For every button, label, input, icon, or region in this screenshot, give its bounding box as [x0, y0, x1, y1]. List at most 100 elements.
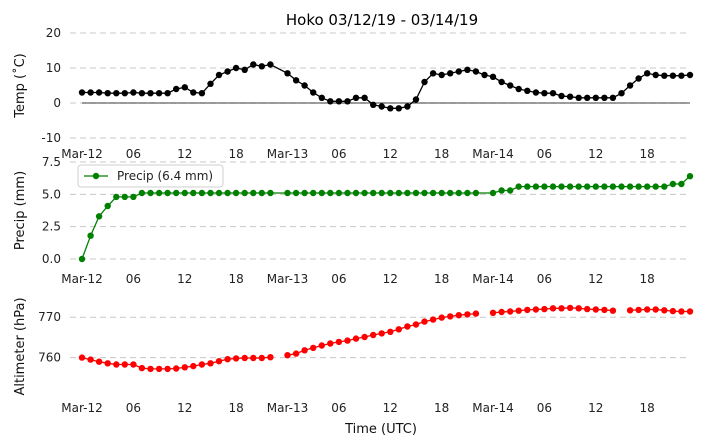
- data-point: [404, 189, 411, 197]
- data-point: [113, 361, 120, 368]
- data-point: [258, 189, 265, 197]
- data-point: [224, 356, 231, 363]
- data-point: [378, 189, 385, 197]
- x-tick-label: 06: [331, 272, 346, 286]
- data-point: [524, 306, 531, 314]
- x-tick-label: Mar-13: [267, 147, 308, 161]
- data-point: [121, 90, 128, 97]
- data-point: [130, 193, 137, 201]
- data-point: [507, 308, 514, 315]
- data-point: [395, 105, 402, 112]
- data-point: [549, 90, 557, 97]
- y-axis-label: Precip (mm): [13, 171, 28, 250]
- panel-1: -10 0 10 20 Temp (˚C) Mar-12 06 12 18 Mar-13 06 12 1…: [12, 26, 694, 161]
- data-point: [352, 94, 360, 102]
- data-point: [250, 61, 257, 68]
- panels: -10 0 10 20 Temp (˚C) Mar-12 06 12 18 Mar-13 06 12 1…: [12, 26, 694, 415]
- data-point: [173, 365, 180, 372]
- x-tick-label: 12: [383, 147, 398, 161]
- data-point: [566, 304, 574, 312]
- y-tick-label: 2.5: [42, 220, 61, 234]
- x-tick-label: 12: [177, 147, 192, 161]
- data-point: [618, 90, 625, 97]
- y-tick-label: -10: [41, 131, 61, 145]
- data-point: [635, 75, 642, 82]
- data-point: [164, 90, 171, 97]
- data-point: [498, 187, 505, 194]
- y-tick-label: 770: [38, 310, 61, 324]
- data-point: [532, 306, 540, 313]
- data-point: [164, 189, 171, 197]
- data-point: [455, 189, 462, 197]
- y-tick-label: 0: [53, 96, 61, 110]
- data-point: [661, 307, 668, 314]
- data-point: [78, 89, 86, 96]
- x-axis-label: Time (UTC): [344, 422, 417, 437]
- data-point: [404, 103, 411, 110]
- x-tick-label: Mar-14: [472, 272, 513, 286]
- data-point: [652, 71, 659, 79]
- data-point: [327, 340, 334, 347]
- x-tick-label: 06: [537, 401, 552, 415]
- data-point: [626, 82, 634, 89]
- data-point: [378, 330, 385, 337]
- data-point: [121, 361, 128, 368]
- data-point: [104, 202, 111, 210]
- data-point: [147, 189, 154, 197]
- data-point: [241, 66, 248, 74]
- data-point: [678, 308, 685, 315]
- data-point: [95, 89, 103, 96]
- y-tick-label: 760: [38, 351, 61, 365]
- x-tick-label: 18: [434, 147, 449, 161]
- data-point: [344, 98, 351, 105]
- data-point: [395, 326, 402, 333]
- data-point: [215, 71, 223, 79]
- y-axis-label: Altimeter (hPa): [13, 297, 28, 395]
- data-point: [130, 89, 137, 96]
- x-tick-label: 18: [229, 147, 244, 161]
- data-point: [207, 360, 214, 367]
- y-tick-label: 20: [46, 26, 61, 40]
- y-tick-label: 10: [46, 61, 61, 75]
- x-tick-label: 18: [640, 147, 655, 161]
- data-point: [352, 335, 360, 342]
- x-tick-label: Mar-14: [472, 147, 513, 161]
- data-point: [181, 84, 188, 91]
- data-point: [232, 189, 240, 197]
- data-point: [575, 183, 582, 190]
- data-point: [95, 213, 103, 220]
- data-point: [549, 305, 557, 312]
- data-point: [292, 77, 300, 84]
- x-tick-label: Mar-14: [472, 401, 513, 415]
- data-point: [447, 313, 454, 320]
- data-point: [335, 338, 343, 346]
- data-point: [601, 94, 608, 102]
- data-point: [395, 189, 402, 197]
- x-tick-label: Mar-12: [61, 401, 102, 415]
- x-tick-label: 12: [383, 272, 398, 286]
- data-point: [652, 183, 659, 190]
- data-point: [464, 189, 471, 197]
- data-point: [335, 98, 343, 105]
- data-point: [267, 354, 274, 361]
- legend-box: [77, 164, 224, 188]
- data-point: [669, 180, 677, 188]
- data-point: [404, 323, 411, 330]
- data-point: [618, 183, 625, 190]
- x-tick-label: 06: [126, 401, 141, 415]
- data-point: [626, 183, 634, 190]
- data-point: [498, 308, 505, 316]
- data-point: [207, 189, 214, 197]
- data-point: [301, 189, 308, 197]
- data-point: [472, 310, 480, 317]
- data-point: [292, 189, 300, 197]
- x-tick-label: Mar-13: [267, 272, 308, 286]
- data-point: [686, 308, 694, 315]
- x-tick-label: 18: [229, 401, 244, 415]
- data-point: [387, 105, 394, 112]
- data-point: [515, 183, 522, 190]
- data-point: [455, 68, 462, 75]
- data-point: [472, 189, 480, 197]
- data-point: [250, 354, 257, 362]
- legend-marker: [92, 172, 100, 180]
